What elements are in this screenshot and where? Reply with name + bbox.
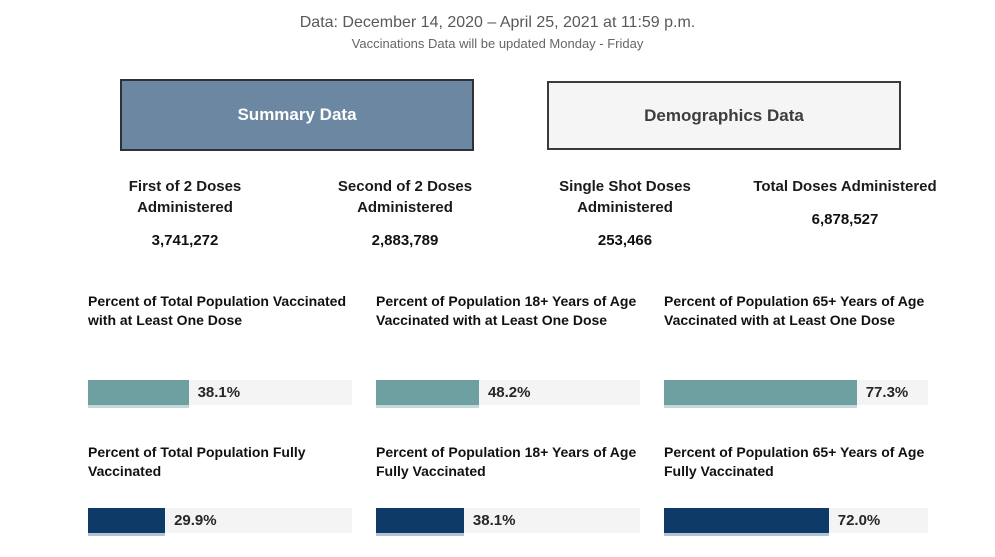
kpi-65plus-fully-vaccinated: Percent of Population 65+ Years of Age F… <box>664 443 928 533</box>
stat-label: Second of 2 Doses Administered <box>337 178 473 216</box>
stat-single-shot-doses: Single Shot Doses Administered 253,466 <box>515 176 735 249</box>
bar-value: 38.1% <box>197 384 241 401</box>
kpi-65plus-one-dose: Percent of Population 65+ Years of Age V… <box>664 292 928 405</box>
kpi-18plus-fully-vaccinated: Percent of Population 18+ Years of Age F… <box>376 443 640 533</box>
stat-value: 2,883,789 <box>371 232 439 249</box>
bar-value: 48.2% <box>487 384 531 401</box>
bar-track: 29.9% <box>88 508 352 533</box>
bar-track: 72.0% <box>664 508 928 533</box>
bar-value: 29.9% <box>174 512 217 529</box>
dashboard-header: Data: December 14, 2020 – April 25, 2021… <box>0 12 995 53</box>
stat-label: Total Doses Administered <box>753 178 937 195</box>
stat-value: 6,878,527 <box>811 211 879 228</box>
kpi-row-at-least-one-dose: Percent of Total Population Vaccinated w… <box>88 292 928 405</box>
bar-track: 38.1% <box>88 380 352 405</box>
bar-track: 38.1% <box>376 508 640 533</box>
update-schedule-note: Vaccinations Data will be updated Monday… <box>351 36 644 51</box>
kpi-label: Percent of Total Population Fully Vaccin… <box>88 444 306 479</box>
bar-value: 72.0% <box>837 512 881 529</box>
kpi-label: Percent of Population 65+ Years of Age V… <box>664 293 925 328</box>
kpi-row-fully-vaccinated: Percent of Total Population Fully Vaccin… <box>88 443 928 533</box>
bar-fill <box>88 380 189 405</box>
bar-track: 48.2% <box>376 380 640 405</box>
kpi-total-pop-fully-vaccinated: Percent of Total Population Fully Vaccin… <box>88 443 352 533</box>
tab-demographics-data-label: Demographics Data <box>644 105 804 125</box>
tab-summary-data-label: Summary Data <box>237 105 357 124</box>
stat-label: First of 2 Doses Administered <box>128 178 242 216</box>
bar-fill <box>664 508 829 533</box>
kpi-label: Percent of Population 18+ Years of Age F… <box>376 444 637 479</box>
tab-demographics-data[interactable]: Demographics Data <box>547 81 901 150</box>
data-date-range: Data: December 14, 2020 – April 25, 2021… <box>299 14 696 31</box>
bar-fill <box>664 380 857 405</box>
bar-fill <box>376 508 464 533</box>
stat-second-doses: Second of 2 Doses Administered 2,883,789 <box>295 176 515 249</box>
stat-value: 3,741,272 <box>151 232 219 249</box>
kpi-18plus-one-dose: Percent of Population 18+ Years of Age V… <box>376 292 640 405</box>
stat-first-doses: First of 2 Doses Administered 3,741,272 <box>75 176 295 249</box>
stat-label: Single Shot Doses Administered <box>559 178 691 216</box>
kpi-total-pop-one-dose: Percent of Total Population Vaccinated w… <box>88 292 352 405</box>
bar-fill <box>376 380 479 405</box>
kpi-label: Percent of Population 65+ Years of Age F… <box>664 444 925 479</box>
bar-track: 77.3% <box>664 380 928 405</box>
dose-stats-row: First of 2 Doses Administered 3,741,272 … <box>75 176 955 249</box>
stat-value: 253,466 <box>597 232 653 249</box>
bar-fill <box>88 508 166 533</box>
bar-value: 77.3% <box>865 384 909 401</box>
stat-total-doses: Total Doses Administered 6,878,527 <box>735 176 955 249</box>
kpi-label: Percent of Population 18+ Years of Age V… <box>376 293 637 328</box>
kpi-label: Percent of Total Population Vaccinated w… <box>88 293 347 328</box>
bar-value: 38.1% <box>472 512 516 529</box>
tab-summary-data[interactable]: Summary Data <box>120 79 474 151</box>
